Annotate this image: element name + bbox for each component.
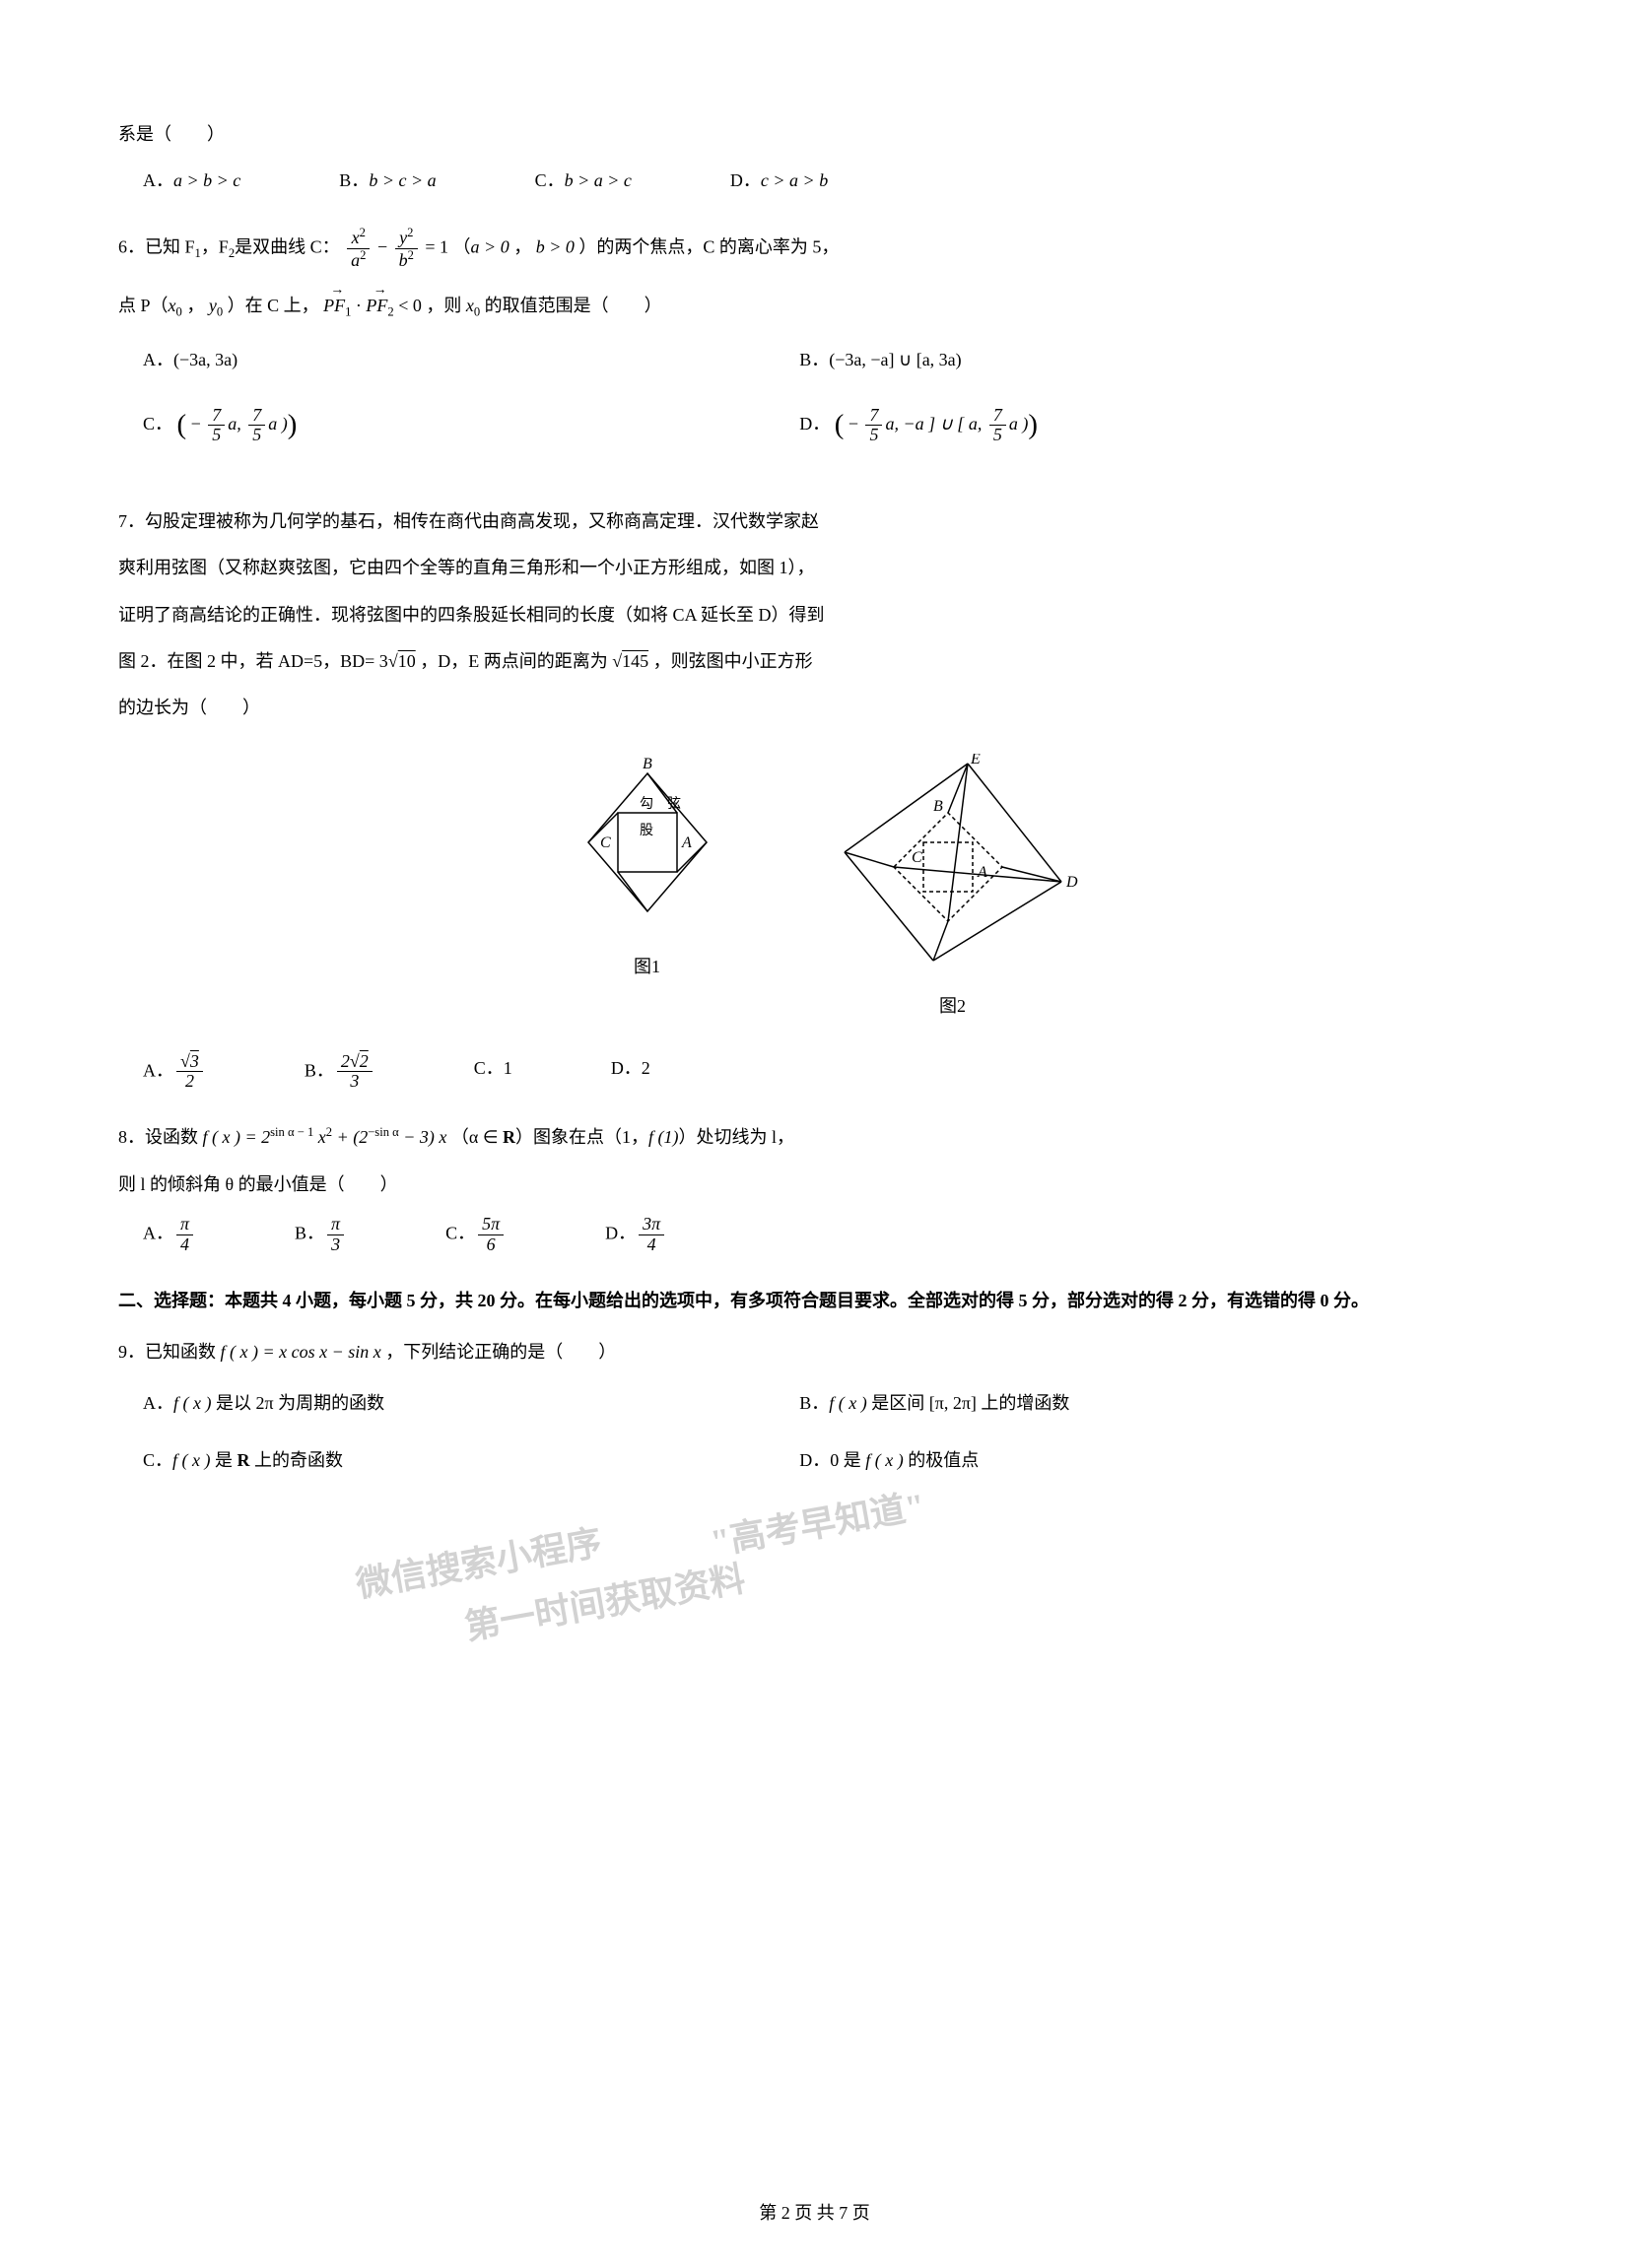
- q8-stem-line1: 8．设函数 f ( x ) = 2sin α − 1 x2 + (2−sin α…: [118, 1121, 1511, 1153]
- fig2-caption: 图2: [825, 990, 1081, 1022]
- q7-line3: 证明了商高结论的正确性．现将弦图中的四条股延长相同的长度（如将 CA 延长至 D…: [118, 599, 1511, 631]
- fig1-label-B: B: [643, 756, 652, 772]
- fig1-label-gu: 股: [640, 824, 653, 838]
- q6-option-d: D． ( − 75a, −a ] ∪ [ a, 75a )): [799, 400, 1456, 451]
- q6-option-c: C． ( − 75a, 75a )): [143, 400, 799, 451]
- watermark-3: 第一时间获取资料: [460, 1547, 751, 1659]
- fig2-label-D: D: [1065, 874, 1078, 891]
- question-8: 8．设函数 f ( x ) = 2sin α − 1 x2 + (2−sin α…: [118, 1121, 1511, 1254]
- q7-figures: "高考早知道" 微信搜索小程序 第一时间获取资料 B C A: [118, 754, 1511, 1023]
- q5-options: A．a > b > c B．b > c > a C．b > a > c D．c …: [143, 165, 1511, 196]
- fig2-label-E: E: [970, 754, 981, 767]
- fig2-label-C: C: [912, 849, 922, 866]
- figure-2-svg: E B C A D: [825, 754, 1081, 970]
- q8-stem-line2: 则 l 的倾斜角 θ 的最小值是（ ）: [118, 1168, 1511, 1200]
- fig1-label-C: C: [600, 834, 611, 851]
- q8-option-c: C．5π6: [445, 1215, 507, 1255]
- q6-frac-x2a2: x2a2: [347, 227, 370, 271]
- q6-stem-line1: 6．已知 F1，F2是双曲线 C： x2a2 − y2b2 = 1 （a > 0…: [118, 227, 1511, 271]
- watermark-2: 微信搜索小程序: [351, 1510, 606, 1617]
- q5-option-b: B．b > c > a: [339, 165, 436, 196]
- page-footer: 第 2 页 共 7 页: [0, 2197, 1629, 2229]
- question-6: 6．已知 F1，F2是双曲线 C： x2a2 − y2b2 = 1 （a > 0…: [118, 227, 1511, 476]
- q9-stem: 9．已知函数 f ( x ) = x cos x − sin x ，下列结论正确…: [118, 1336, 1511, 1367]
- q6-stem-line2: 点 P（x0 ， y0 ）在 C 上， PF1 · PF2 < 0 ，则 x0 …: [118, 290, 1511, 323]
- figure-1-svg: B C A 勾 弦 股: [549, 754, 746, 931]
- q7-line1: 7．勾股定理被称为几何学的基石，相传在商代由商高发现，又称商高定理．汉代数学家赵: [118, 505, 1511, 537]
- fig2-label-A: A: [977, 864, 987, 881]
- vector-pf2: PF2: [366, 290, 393, 323]
- question-5: 系是（ ） A．a > b > c B．b > c > a C．b > a > …: [118, 118, 1511, 197]
- section-2-header: 二、选择题：本题共 4 小题，每小题 5 分，共 20 分。在每小题给出的选项中…: [118, 1285, 1511, 1316]
- q5-option-d: D．c > a > b: [730, 165, 828, 196]
- q7-option-b: B．2√23: [305, 1052, 375, 1093]
- q8-option-b: B．π3: [295, 1215, 347, 1255]
- q5-option-c: C．b > a > c: [535, 165, 632, 196]
- q6-options-row1: A．(−3a, 3a) B．(−3a, −a] ∪ [a, 3a) C． ( −…: [143, 344, 1511, 476]
- q7-option-c: C．1: [474, 1052, 512, 1093]
- vector-pf1: PF1: [323, 290, 351, 323]
- q9-option-b: B．f ( x ) 是区间 [π, 2π] 上的增函数: [799, 1387, 1456, 1419]
- q7-option-a: A．√32: [143, 1052, 206, 1093]
- q9-option-a: A．f ( x ) 是以 2π 为周期的函数: [143, 1387, 799, 1419]
- q6-frac-y2b2: y2b2: [395, 227, 418, 271]
- fig1-label-A: A: [681, 834, 692, 851]
- q7-line5: 的边长为（ ）: [118, 692, 1511, 723]
- q6-option-b: B．(−3a, −a] ∪ [a, 3a): [799, 344, 1456, 375]
- q8-option-d: D．3π4: [605, 1215, 667, 1255]
- fig1-caption: 图1: [549, 951, 746, 982]
- fig1-label-xian: 弦: [667, 796, 681, 812]
- fig1-label-gou: 勾: [640, 796, 653, 812]
- q7-options: A．√32 B．2√23 C．1 D．2: [143, 1052, 1511, 1093]
- q9-options: A．f ( x ) 是以 2π 为周期的函数 B．f ( x ) 是区间 [π,…: [143, 1387, 1511, 1501]
- q7-line4: 图 2．在图 2 中，若 AD=5，BD= 3√10 ，D，E 两点间的距离为 …: [118, 645, 1511, 677]
- q9-option-c: C．f ( x ) 是 R 上的奇函数: [143, 1444, 799, 1476]
- q8-options: A．π4 B．π3 C．5π6 D．3π4: [143, 1215, 1511, 1255]
- figure-1: B C A 勾 弦 股 图1: [549, 754, 746, 1023]
- q7-option-d: D．2: [611, 1052, 650, 1093]
- q8-option-a: A．π4: [143, 1215, 196, 1255]
- figure-2: E B C A D 图2: [825, 754, 1081, 1023]
- question-7: 7．勾股定理被称为几何学的基石，相传在商代由商高发现，又称商高定理．汉代数学家赵…: [118, 505, 1511, 1092]
- fig2-label-B: B: [933, 798, 943, 815]
- q7-line2: 爽利用弦图（又称赵爽弦图，它由四个全等的直角三角形和一个小正方形组成，如图 1）…: [118, 552, 1511, 583]
- q6-option-a: A．(−3a, 3a): [143, 344, 799, 375]
- question-9: 9．已知函数 f ( x ) = x cos x − sin x ，下列结论正确…: [118, 1336, 1511, 1501]
- q5-option-a: A．a > b > c: [143, 165, 240, 196]
- q9-option-d: D．0 是 f ( x ) 的极值点: [799, 1444, 1456, 1476]
- q5-stem: 系是（ ）: [118, 118, 1511, 150]
